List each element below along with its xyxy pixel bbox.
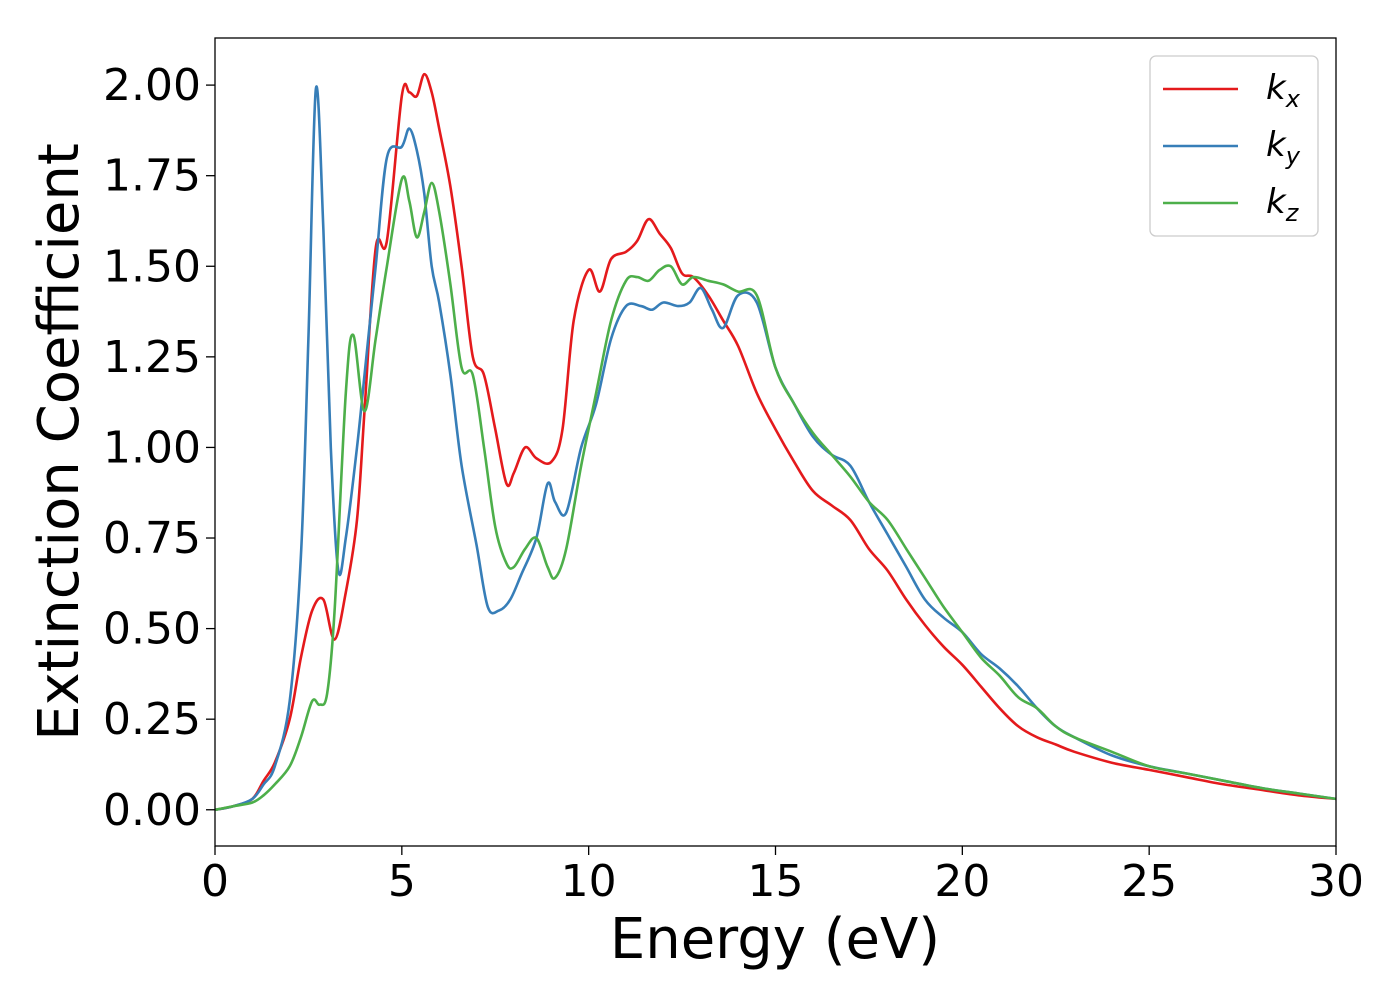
legend-label-z: kz <box>1266 182 1300 227</box>
x-tick-label: 15 <box>748 856 804 907</box>
x-tick-label: 25 <box>1121 856 1177 907</box>
series-layer <box>215 72 1336 812</box>
x-tick-label: 20 <box>934 856 990 907</box>
y-axis-title: Extinction Coefficient <box>27 143 92 741</box>
y-tick-label: 1.50 <box>103 241 201 292</box>
y-tick-label: 1.75 <box>103 151 201 202</box>
x-tick-label: 0 <box>201 856 229 907</box>
y-axis-ticks: 0.00 0.25 0.50 0.75 1.00 1.25 1.50 1.75 2.00 <box>103 60 215 836</box>
x-tick-label: 10 <box>561 856 617 907</box>
y-tick-label: 1.25 <box>103 332 201 383</box>
legend-label-y: ky <box>1266 125 1301 170</box>
y-tick-label: 0.75 <box>103 513 201 564</box>
x-axis-title: Energy (eV) <box>610 907 940 972</box>
x-axis-ticks: 0 5 10 15 20 25 30 <box>201 846 1364 907</box>
x-tick-label: 5 <box>388 856 416 907</box>
y-tick-label: 0.25 <box>103 694 201 745</box>
y-tick-label: 0.50 <box>103 604 201 655</box>
y-tick-label: 0.00 <box>103 785 201 836</box>
y-tick-label: 2.00 <box>103 60 201 111</box>
x-tick-label: 30 <box>1308 856 1364 907</box>
y-tick-label: 1.00 <box>103 422 201 473</box>
series-line-z <box>215 175 1336 812</box>
series-line-x <box>215 72 1336 812</box>
legend-label-x: kx <box>1266 68 1301 113</box>
legend: kx ky kz <box>1149 55 1319 237</box>
